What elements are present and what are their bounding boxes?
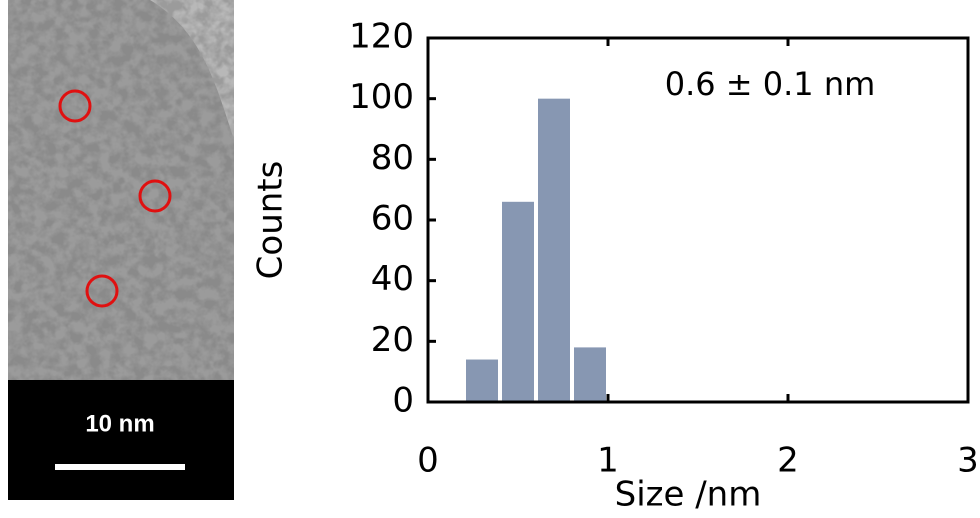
y-tick-label: 40 [371,259,414,299]
bar [574,347,606,402]
y-tick-label: 20 [371,320,414,360]
y-tick-label: 0 [392,381,414,421]
particle-marker [58,89,92,123]
y-tick-label: 60 [371,199,414,239]
y-tick-label: 100 [349,77,414,117]
bar [538,98,570,403]
x-tick-label: 2 [777,441,799,481]
x-tick-label: 3 [957,441,979,481]
x-axis-label: Size /nm [615,475,762,515]
y-axis-label: Counts [251,161,291,280]
annotation: 0.6 ± 0.1 nm [665,65,876,103]
histogram: 0 20 40 60 80 100 120 0 1 2 3 Size /nm Counts 0.6 ± 0… [251,17,979,515]
particle-marker [138,179,172,213]
x-tick-label: 1 [597,441,619,481]
scale-bar-label: 10 nm [85,410,154,437]
particle-marker [85,274,119,308]
y-tick-label: 120 [349,17,414,57]
scale-bar-box [8,380,234,500]
x-tick-label: 0 [417,441,439,481]
bar [466,359,498,402]
tem-image [8,0,234,380]
y-tick-label: 80 [371,138,414,178]
bar [502,201,534,402]
